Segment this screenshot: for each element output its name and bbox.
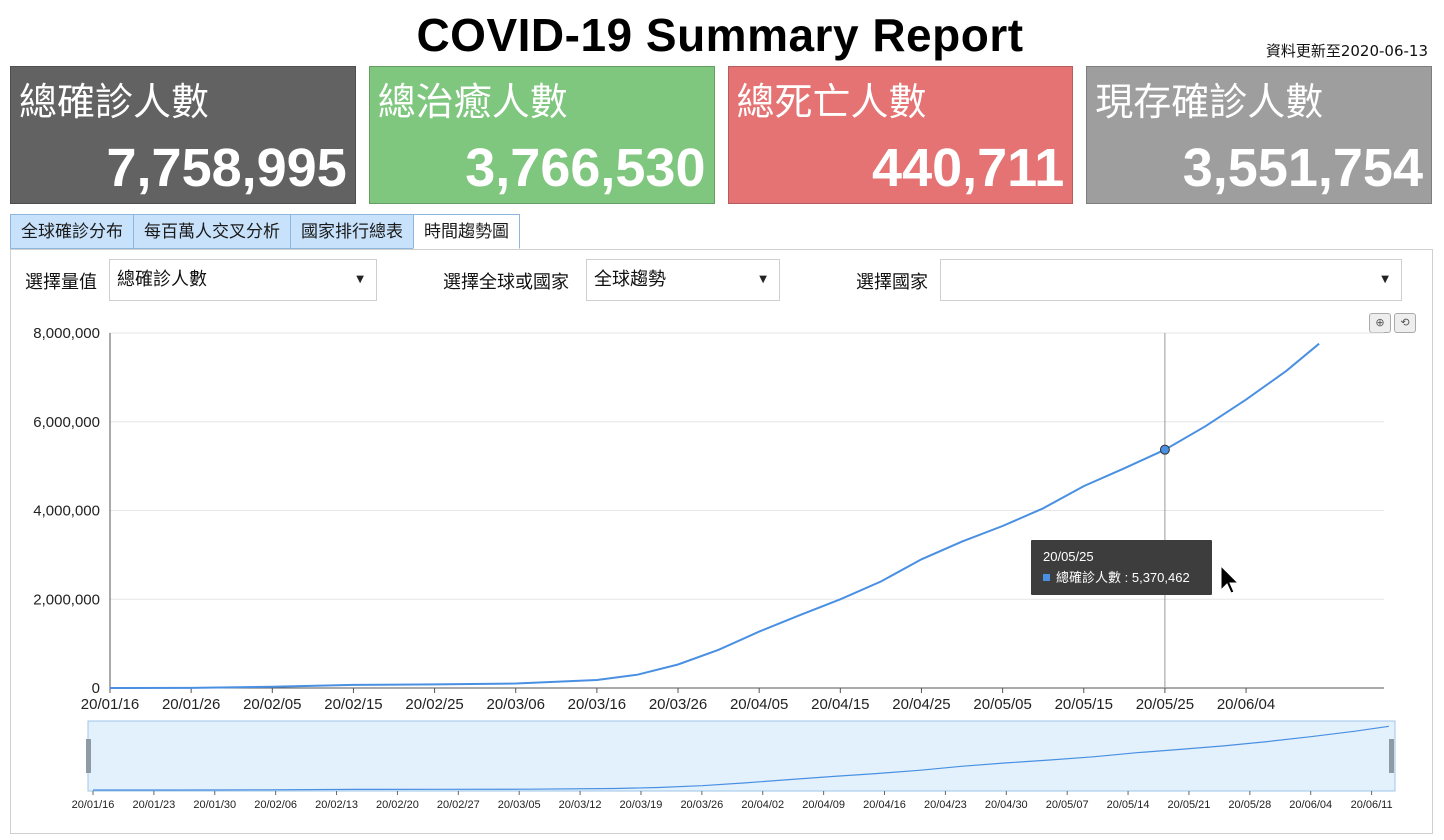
caret-down-icon: ▼	[759, 274, 767, 285]
card-value: 3,766,530	[465, 138, 706, 198]
chart-zoom-controls: ⊕ ⟲	[1369, 313, 1416, 333]
total-confirmed-card: 總確診人數 7,758,995	[10, 66, 356, 204]
tab-time-trend[interactable]: 時間趨勢圖	[413, 214, 520, 249]
zoom-in-icon[interactable]: ⊕	[1369, 313, 1391, 333]
zoom-reset-icon[interactable]: ⟲	[1394, 313, 1416, 333]
tab-global-distribution[interactable]: 全球確診分布	[10, 214, 133, 249]
tab-country-ranking[interactable]: 國家排行總表	[290, 214, 413, 249]
report-title: COVID-19 Summary Report	[416, 9, 1024, 61]
total-recovered-card: 總治癒人數 3,766,530	[368, 66, 715, 204]
caret-down-icon: ▼	[1381, 274, 1389, 285]
measure-select-value: 總確診人數	[117, 269, 207, 290]
card-label: 現存確診人數	[1095, 80, 1324, 124]
card-label: 總確診人數	[19, 80, 210, 124]
active-cases-card: 現存確診人數 3,551,754	[1086, 66, 1432, 204]
country-select[interactable]: ▼	[940, 259, 1402, 301]
total-deaths-card: 總死亡人數 440,711	[727, 66, 1074, 204]
country-label: 選擇國家	[856, 272, 928, 293]
card-value: 7,758,995	[106, 138, 347, 198]
card-value: 3,551,754	[1182, 138, 1423, 198]
caret-down-icon: ▼	[356, 274, 364, 285]
report-tabs: 全球確診分布 每百萬人交叉分析 國家排行總表 時間趨勢圖	[10, 214, 520, 249]
tab-per-million-analysis[interactable]: 每百萬人交叉分析	[133, 214, 290, 249]
data-updated-date: 資料更新至2020-06-13	[1265, 42, 1428, 60]
time-trend-panel: 選擇量值 總確診人數 ▼ 選擇全球或國家 全球趨勢 ▼ 選擇國家 ▼ ⊕ ⟲	[10, 249, 1433, 834]
scope-select[interactable]: 全球趨勢 ▼	[586, 259, 780, 301]
summary-cards: 總確診人數 7,758,995 總治癒人數 3,766,530 總死亡人數 44…	[10, 66, 1432, 204]
card-label: 總死亡人數	[736, 80, 927, 124]
measure-label: 選擇量值	[25, 272, 97, 293]
measure-select[interactable]: 總確診人數 ▼	[109, 259, 377, 301]
scope-label: 選擇全球或國家	[443, 272, 569, 293]
card-label: 總治癒人數	[377, 80, 568, 124]
scope-select-value: 全球趨勢	[594, 269, 666, 290]
card-value: 440,711	[872, 138, 1065, 198]
